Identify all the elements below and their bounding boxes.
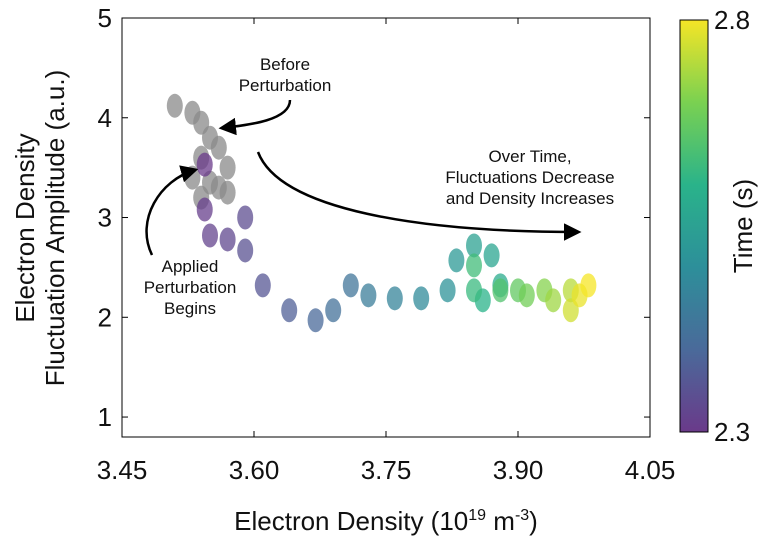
annotation: and Density Increases [446, 189, 614, 208]
point [219, 180, 236, 205]
colorbar-tick-label: 2.8 [714, 5, 750, 35]
point [219, 227, 236, 252]
point [281, 298, 298, 323]
point [219, 155, 236, 180]
annotation: Begins [164, 299, 216, 318]
point [202, 170, 218, 195]
y-axis-label: Electron Density [10, 133, 40, 322]
point [196, 152, 213, 177]
annotation: Applied [162, 257, 219, 276]
point [545, 288, 562, 313]
colorbar [679, 19, 709, 433]
x-label-part: 19 [468, 507, 486, 524]
point [254, 273, 271, 298]
point [325, 298, 342, 323]
point [196, 197, 213, 222]
x-label-part: ) [529, 506, 538, 536]
x-tick-label: 4.05 [625, 455, 676, 485]
y-axis-label: Fluctuation Amplitude (a.u.) [40, 70, 70, 387]
y-tick-label: 5 [98, 3, 112, 33]
colorbar-tick-label: 2.3 [714, 417, 750, 447]
point [466, 253, 482, 278]
point [580, 273, 597, 298]
point [439, 278, 456, 303]
point [386, 286, 403, 311]
arrow [218, 99, 292, 136]
x-tick-label: 3.90 [493, 455, 544, 485]
point [448, 248, 465, 273]
y-tick-label: 1 [98, 402, 112, 432]
point [518, 283, 535, 308]
y-tick-label: 4 [98, 103, 112, 133]
colorbar-label: Time (s) [728, 179, 758, 273]
x-axis-label: Electron Density (1019 m-3) [234, 506, 538, 536]
point [483, 243, 500, 268]
arrow [256, 151, 582, 241]
x-tick-label: 3.60 [229, 455, 280, 485]
point [360, 283, 377, 308]
point [466, 233, 482, 258]
x-tick-label: 3.45 [97, 455, 148, 485]
annotation: Over Time, [488, 147, 571, 166]
annotation: Fluctuations Decrease [445, 168, 614, 187]
annotation: Before [260, 55, 310, 74]
x-tick-label: 3.75 [361, 455, 412, 485]
x-label-part: Electron Density (10 [234, 506, 468, 536]
point [166, 93, 183, 118]
x-label-part: -3 [515, 507, 529, 524]
point [237, 205, 254, 230]
point [342, 273, 359, 298]
y-tick-label: 3 [98, 203, 112, 233]
annotation: Perturbation [144, 278, 237, 297]
point [413, 286, 430, 311]
y-tick-label: 2 [98, 302, 112, 332]
arrow [145, 165, 199, 256]
point [237, 238, 254, 263]
point [466, 278, 482, 303]
annotation: Perturbation [239, 76, 332, 95]
plot-frame [121, 17, 651, 438]
point [307, 308, 324, 333]
x-label-part: m [486, 506, 515, 536]
point [492, 278, 509, 303]
point [202, 223, 218, 248]
point [210, 135, 227, 160]
